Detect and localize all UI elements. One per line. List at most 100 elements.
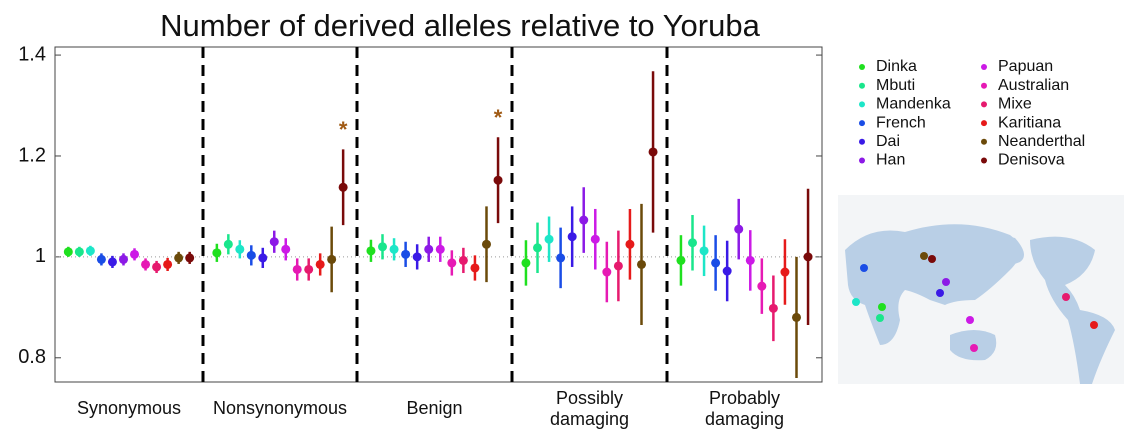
legend-label: Australian	[998, 77, 1069, 94]
map-marker	[936, 289, 944, 297]
point	[269, 237, 279, 247]
y-tick-label: 1.4	[18, 43, 46, 65]
point	[481, 239, 491, 249]
legend-label: Mandenka	[876, 96, 951, 113]
point	[107, 257, 117, 267]
point	[152, 262, 162, 272]
point	[699, 246, 709, 256]
point	[304, 264, 314, 274]
x-tick-label: Benign	[406, 398, 463, 418]
map-marker	[1090, 321, 1098, 329]
point	[185, 253, 195, 263]
point	[235, 244, 245, 254]
point	[118, 254, 128, 264]
legend-marker	[981, 138, 987, 145]
map-land	[1030, 236, 1115, 384]
point	[292, 264, 302, 274]
legend-label: Mixe	[998, 96, 1032, 113]
point	[556, 253, 566, 263]
legend-label: Han	[876, 152, 905, 169]
map-marker	[1062, 293, 1070, 301]
annotation: *	[494, 105, 503, 130]
map-marker	[920, 252, 928, 260]
x-tick-label: Probably damaging	[704, 388, 785, 429]
point	[579, 215, 589, 225]
y-tick-label: 0.8	[18, 346, 46, 368]
point	[163, 259, 173, 269]
point	[174, 253, 184, 263]
point	[412, 252, 422, 262]
point	[470, 263, 480, 273]
point	[74, 247, 84, 257]
point	[521, 258, 531, 268]
map-marker	[852, 298, 860, 306]
plot-frame	[54, 46, 823, 383]
legend-marker	[859, 157, 865, 164]
legend-label: Dai	[876, 133, 900, 150]
point	[258, 253, 268, 263]
map-marker	[966, 316, 974, 324]
legend-marker	[981, 101, 987, 108]
map-marker	[970, 344, 978, 352]
point	[636, 259, 646, 269]
point	[281, 244, 291, 254]
point	[458, 255, 468, 265]
point	[338, 182, 348, 192]
legend-marker	[981, 64, 987, 70]
legend-label: Denisova	[998, 152, 1065, 169]
map-land	[975, 235, 1024, 266]
point	[366, 246, 376, 256]
point	[803, 252, 813, 262]
point	[768, 303, 778, 313]
point	[791, 312, 801, 322]
chart-title: Number of derived alleles relative to Yo…	[160, 8, 760, 43]
point	[780, 267, 790, 277]
x-tick-label: Synonymous	[76, 398, 182, 418]
annotation: *	[339, 117, 348, 142]
point	[96, 254, 106, 264]
point	[85, 246, 95, 256]
point	[435, 244, 445, 254]
point	[389, 244, 399, 254]
map-marker	[876, 314, 884, 322]
map-marker	[878, 303, 886, 311]
legend-label: Papuan	[998, 58, 1053, 75]
point	[327, 254, 337, 264]
point	[711, 258, 721, 268]
point	[447, 258, 457, 268]
legend-marker	[859, 101, 865, 108]
y-tick-label: 1	[35, 245, 46, 267]
point	[590, 234, 600, 244]
legend-label: French	[876, 114, 926, 131]
point	[378, 242, 388, 252]
legend-marker	[859, 64, 865, 70]
point	[130, 249, 140, 259]
x-tick-label: Possibly damaging	[549, 388, 630, 429]
map-land	[845, 224, 1020, 345]
legend-marker	[981, 82, 987, 89]
point	[212, 248, 222, 258]
point	[745, 255, 755, 265]
legend-marker	[981, 120, 987, 127]
legend-label: Mbuti	[876, 77, 915, 94]
map-marker	[860, 264, 868, 272]
legend-marker	[859, 138, 865, 145]
point	[141, 259, 151, 269]
legend-label: Dinka	[876, 58, 917, 75]
point	[63, 247, 73, 257]
point	[567, 232, 577, 242]
point	[493, 175, 503, 185]
point	[613, 261, 623, 271]
point	[688, 238, 698, 248]
point	[544, 234, 554, 244]
legend-label: Karitiana	[998, 114, 1061, 131]
legend-marker	[859, 120, 865, 127]
point	[424, 244, 434, 254]
y-tick-label: 1.2	[18, 144, 46, 166]
point	[602, 267, 612, 277]
point	[722, 266, 732, 276]
point	[246, 250, 256, 260]
legend-marker	[981, 157, 987, 164]
